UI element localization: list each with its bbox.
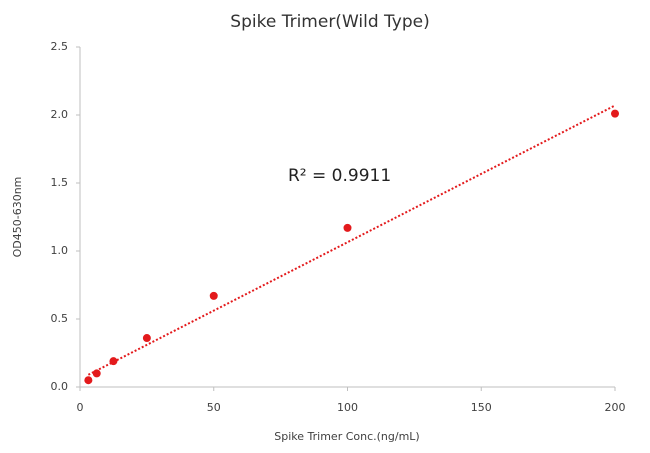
y-axis-label: OD450-630nm <box>11 177 24 258</box>
x-tick-label: 200 <box>605 401 626 414</box>
y-tick-label: 2.0 <box>51 108 69 121</box>
annotation: R² = 0.9911 <box>288 166 391 186</box>
data-point <box>109 357 118 366</box>
x-tick-label: 100 <box>337 401 358 414</box>
y-tick-label: 1.0 <box>51 244 69 257</box>
trendline <box>87 104 616 376</box>
data-point <box>92 369 101 378</box>
data-point <box>611 109 619 118</box>
x-tick-label: 0 <box>77 401 84 414</box>
data-point <box>209 291 218 300</box>
x-axis-label: Spike Trimer Conc.(ng/mL) <box>274 430 419 443</box>
y-tick-label: 1.5 <box>51 176 69 189</box>
chart-title: Spike Trimer(Wild Type) <box>230 12 429 32</box>
y-tick-label: 0.5 <box>51 312 69 325</box>
data-point <box>343 223 352 232</box>
x-tick-label: 150 <box>471 401 492 414</box>
data-point <box>84 376 93 385</box>
x-tick-label: 50 <box>207 401 221 414</box>
y-tick-label: 0.0 <box>51 380 69 393</box>
data-point <box>142 334 151 343</box>
y-tick-label: 2.5 <box>51 40 69 53</box>
